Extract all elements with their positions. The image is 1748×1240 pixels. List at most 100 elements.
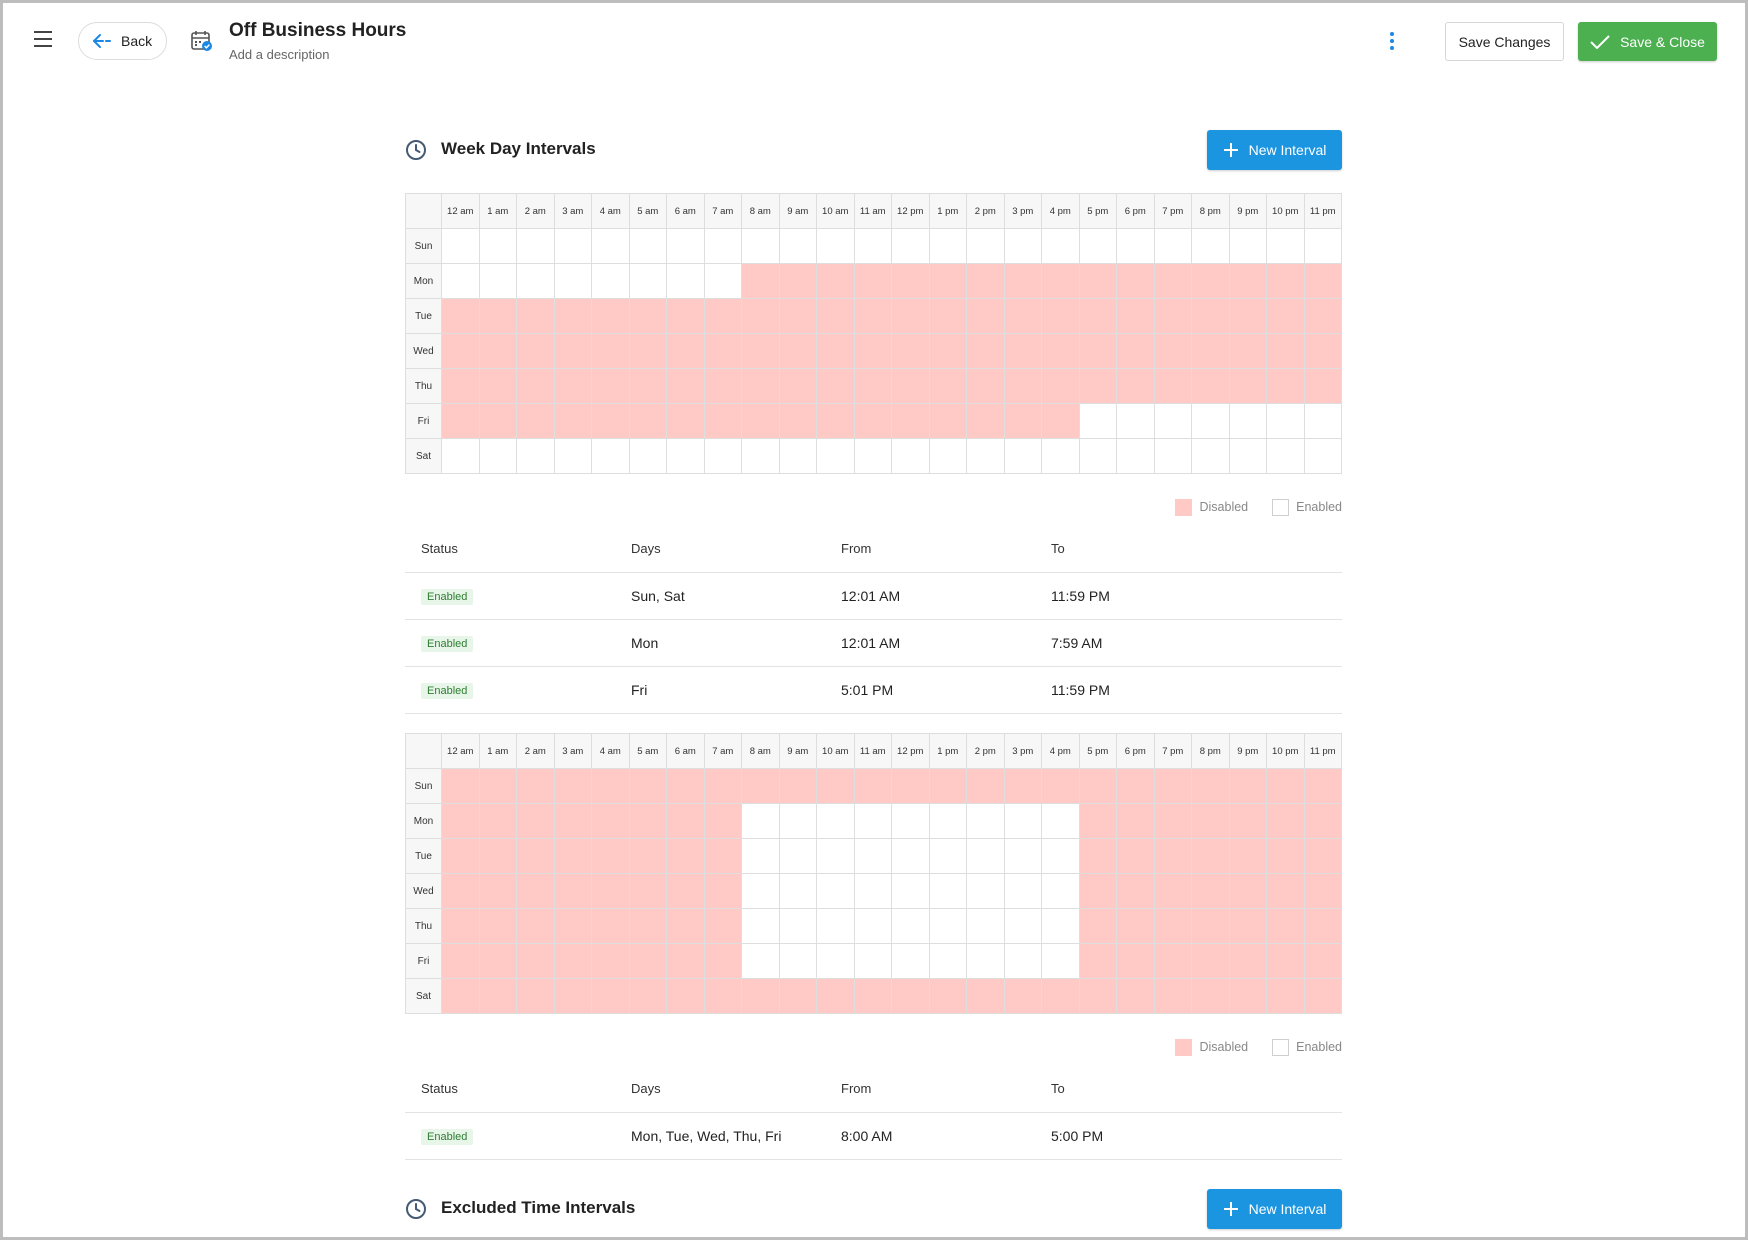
schedule-cell-disabled[interactable] xyxy=(741,263,780,299)
schedule-cell-disabled[interactable] xyxy=(1153,333,1192,369)
schedule-cell-disabled[interactable] xyxy=(516,943,555,979)
schedule-cell-disabled[interactable] xyxy=(853,768,892,804)
schedule-cell-disabled[interactable] xyxy=(816,368,855,404)
schedule-cell-enabled[interactable] xyxy=(1003,838,1042,874)
schedule-cell-enabled[interactable] xyxy=(1116,403,1155,439)
schedule-cell-enabled[interactable] xyxy=(1003,873,1042,909)
schedule-cell-enabled[interactable] xyxy=(741,873,780,909)
schedule-cell-enabled[interactable] xyxy=(1078,228,1117,264)
schedule-cell-disabled[interactable] xyxy=(928,978,967,1014)
schedule-cell-disabled[interactable] xyxy=(891,768,930,804)
schedule-cell-enabled[interactable] xyxy=(703,438,742,474)
schedule-cell-disabled[interactable] xyxy=(553,803,592,839)
schedule-cell-disabled[interactable] xyxy=(703,403,742,439)
schedule-cell-disabled[interactable] xyxy=(628,978,667,1014)
schedule-cell-disabled[interactable] xyxy=(1116,298,1155,334)
schedule-cell-disabled[interactable] xyxy=(928,263,967,299)
schedule-cell-disabled[interactable] xyxy=(741,768,780,804)
back-button[interactable]: Back xyxy=(78,22,167,60)
save-changes-button[interactable]: Save Changes xyxy=(1445,22,1564,61)
schedule-cell-disabled[interactable] xyxy=(1003,403,1042,439)
schedule-cell-enabled[interactable] xyxy=(928,943,967,979)
schedule-cell-disabled[interactable] xyxy=(478,333,517,369)
schedule-cell-disabled[interactable] xyxy=(1266,803,1305,839)
schedule-cell-enabled[interactable] xyxy=(816,838,855,874)
schedule-cell-disabled[interactable] xyxy=(1041,978,1080,1014)
schedule-cell-disabled[interactable] xyxy=(703,908,742,944)
schedule-cell-enabled[interactable] xyxy=(778,803,817,839)
schedule-cell-disabled[interactable] xyxy=(1228,943,1267,979)
schedule-cell-disabled[interactable] xyxy=(816,298,855,334)
schedule-cell-disabled[interactable] xyxy=(1003,768,1042,804)
schedule-cell-disabled[interactable] xyxy=(1303,368,1342,404)
schedule-cell-disabled[interactable] xyxy=(666,908,705,944)
schedule-cell-disabled[interactable] xyxy=(1041,768,1080,804)
schedule-cell-disabled[interactable] xyxy=(966,298,1005,334)
schedule-cell-disabled[interactable] xyxy=(816,978,855,1014)
schedule-cell-enabled[interactable] xyxy=(966,838,1005,874)
more-options-icon[interactable] xyxy=(1382,28,1402,54)
schedule-cell-disabled[interactable] xyxy=(441,943,480,979)
schedule-cell-disabled[interactable] xyxy=(1116,333,1155,369)
schedule-cell-disabled[interactable] xyxy=(1228,768,1267,804)
schedule-cell-disabled[interactable] xyxy=(1191,298,1230,334)
schedule-cell-disabled[interactable] xyxy=(591,403,630,439)
new-excluded-interval-button[interactable]: New Interval xyxy=(1207,1189,1342,1229)
hamburger-menu-icon[interactable] xyxy=(26,22,60,56)
schedule-cell-disabled[interactable] xyxy=(516,298,555,334)
schedule-cell-disabled[interactable] xyxy=(591,943,630,979)
schedule-cell-enabled[interactable] xyxy=(1041,908,1080,944)
schedule-cell-disabled[interactable] xyxy=(666,803,705,839)
schedule-cell-disabled[interactable] xyxy=(1228,803,1267,839)
schedule-cell-disabled[interactable] xyxy=(1191,803,1230,839)
schedule-cell-disabled[interactable] xyxy=(553,333,592,369)
schedule-cell-disabled[interactable] xyxy=(741,333,780,369)
schedule-cell-disabled[interactable] xyxy=(891,403,930,439)
schedule-cell-disabled[interactable] xyxy=(1041,368,1080,404)
schedule-cell-enabled[interactable] xyxy=(1191,228,1230,264)
schedule-cell-enabled[interactable] xyxy=(1003,228,1042,264)
schedule-cell-enabled[interactable] xyxy=(891,908,930,944)
schedule-cell-enabled[interactable] xyxy=(741,438,780,474)
interval-row[interactable]: Enabled Mon, Tue, Wed, Thu, Fri 8:00 AM 5:0… xyxy=(405,1112,1342,1160)
schedule-cell-disabled[interactable] xyxy=(1153,978,1192,1014)
schedule-cell-disabled[interactable] xyxy=(966,368,1005,404)
schedule-cell-enabled[interactable] xyxy=(928,438,967,474)
schedule-cell-disabled[interactable] xyxy=(891,263,930,299)
schedule-cell-enabled[interactable] xyxy=(1228,438,1267,474)
schedule-cell-disabled[interactable] xyxy=(441,368,480,404)
schedule-cell-enabled[interactable] xyxy=(891,838,930,874)
schedule-cell-enabled[interactable] xyxy=(816,228,855,264)
schedule-cell-disabled[interactable] xyxy=(553,873,592,909)
schedule-cell-disabled[interactable] xyxy=(478,908,517,944)
schedule-cell-disabled[interactable] xyxy=(516,768,555,804)
schedule-cell-disabled[interactable] xyxy=(703,943,742,979)
schedule-cell-disabled[interactable] xyxy=(628,838,667,874)
schedule-cell-enabled[interactable] xyxy=(741,943,780,979)
schedule-cell-disabled[interactable] xyxy=(1116,803,1155,839)
schedule-cell-disabled[interactable] xyxy=(516,873,555,909)
schedule-cell-disabled[interactable] xyxy=(591,803,630,839)
schedule-cell-enabled[interactable] xyxy=(778,438,817,474)
schedule-cell-disabled[interactable] xyxy=(1191,333,1230,369)
schedule-cell-enabled[interactable] xyxy=(1078,438,1117,474)
schedule-cell-disabled[interactable] xyxy=(628,768,667,804)
schedule-cell-disabled[interactable] xyxy=(1266,943,1305,979)
schedule-cell-disabled[interactable] xyxy=(1116,943,1155,979)
schedule-cell-disabled[interactable] xyxy=(1153,873,1192,909)
schedule-cell-enabled[interactable] xyxy=(778,838,817,874)
schedule-cell-disabled[interactable] xyxy=(628,873,667,909)
schedule-cell-disabled[interactable] xyxy=(1191,368,1230,404)
schedule-cell-enabled[interactable] xyxy=(628,228,667,264)
schedule-cell-disabled[interactable] xyxy=(1266,908,1305,944)
schedule-cell-enabled[interactable] xyxy=(1003,438,1042,474)
schedule-cell-disabled[interactable] xyxy=(591,368,630,404)
schedule-cell-disabled[interactable] xyxy=(1228,263,1267,299)
schedule-cell-disabled[interactable] xyxy=(1303,333,1342,369)
schedule-cell-disabled[interactable] xyxy=(853,368,892,404)
schedule-cell-disabled[interactable] xyxy=(1078,943,1117,979)
schedule-cell-disabled[interactable] xyxy=(703,298,742,334)
page-description[interactable]: Add a description xyxy=(229,47,330,62)
schedule-cell-enabled[interactable] xyxy=(966,438,1005,474)
schedule-cell-disabled[interactable] xyxy=(703,873,742,909)
